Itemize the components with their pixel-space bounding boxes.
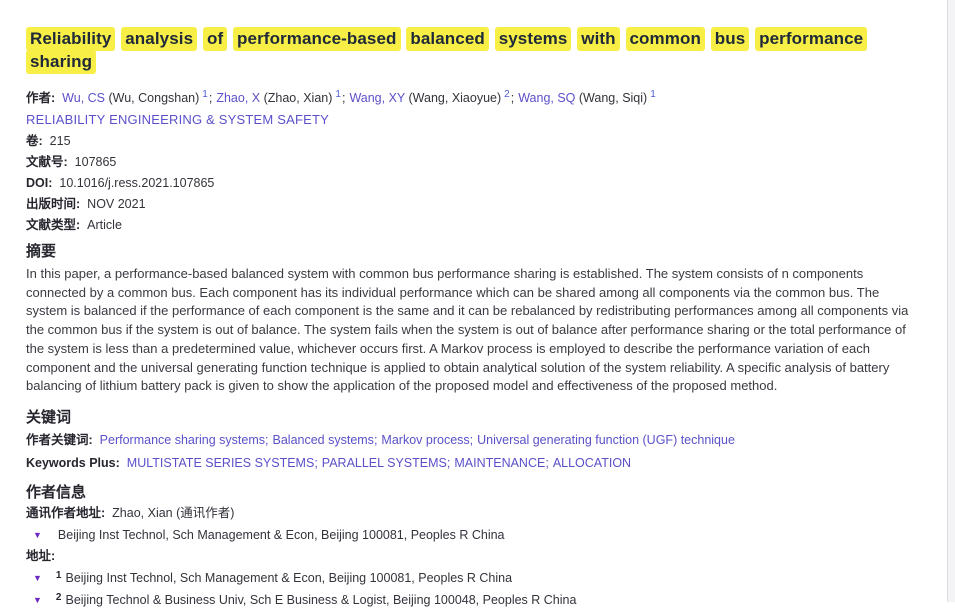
- corresponding-author-label: 通讯作者地址:: [26, 505, 106, 520]
- title-word: Reliability: [26, 27, 116, 51]
- doi-row: DOI: 10.1016/j.ress.2021.107865: [26, 173, 923, 194]
- author-affiliation-sup: 1: [202, 88, 208, 100]
- keyword-plus-link[interactable]: MAINTENANCE: [454, 455, 546, 470]
- title-word: of: [202, 27, 228, 51]
- corresponding-author-value: Zhao, Xian (通讯作者): [112, 505, 235, 520]
- author-separator: ;: [208, 91, 213, 105]
- title-word: systems: [494, 27, 572, 51]
- keyword-link[interactable]: Balanced systems: [272, 432, 374, 447]
- address-number-sup: 2: [55, 591, 62, 603]
- journal-link[interactable]: RELIABILITY ENGINEERING & SYSTEM SAFETY: [26, 112, 330, 127]
- corresponding-address-row: ▼ Beijing Inst Technol, Sch Management &…: [26, 525, 923, 546]
- author-separator: ;: [510, 91, 515, 105]
- keywords-plus-line: Keywords Plus: MULTISTATE SERIES SYSTEMS;…: [26, 453, 923, 474]
- keyword-separator: ;: [545, 455, 549, 470]
- article-number-label: 文献号:: [26, 155, 68, 169]
- article-info-block: 作者: Wu, CS (Wu, Congshan) 1; Zhao, X (Zhao,…: [26, 88, 923, 236]
- keyword-plus-link[interactable]: PARALLEL SYSTEMS: [321, 455, 447, 470]
- title-word: balanced: [406, 27, 489, 51]
- volume-row: 卷: 215: [26, 131, 923, 152]
- author-affiliation-sup: 1: [650, 88, 656, 100]
- author-keywords-label: 作者关键词:: [26, 432, 93, 447]
- volume-label: 卷:: [26, 134, 43, 148]
- expand-address-icon[interactable]: ▼: [33, 529, 42, 540]
- doc-type-label: 文献类型:: [26, 218, 81, 232]
- keywords-plus-label: Keywords Plus:: [26, 455, 120, 470]
- doc-type-value: Article: [87, 218, 122, 232]
- author-affiliation-sup: 2: [504, 88, 510, 100]
- addresses-label: 地址:: [26, 548, 56, 563]
- pub-date-value: NOV 2021: [87, 197, 146, 211]
- address-row: ▼ 1 Beijing Inst Technol, Sch Management…: [26, 568, 923, 589]
- author-info-header: 作者信息: [26, 483, 87, 501]
- address-row: ▼ 2 Beijing Technol & Business Univ, Sch…: [26, 590, 923, 611]
- title-word: bus: [710, 27, 750, 51]
- address-number-sup: 1: [55, 569, 62, 581]
- keyword-separator: ;: [469, 432, 474, 447]
- title-word: performance-based: [233, 27, 401, 51]
- author-fullname: (Wang, Xiaoyue): [408, 91, 502, 105]
- keyword-plus-link[interactable]: MULTISTATE SERIES SYSTEMS: [126, 455, 315, 470]
- keyword-plus-link[interactable]: ALLOCATION: [552, 455, 632, 470]
- page-title: Reliability analysis of performance-base…: [26, 27, 923, 74]
- corresponding-address-text: Beijing Inst Technol, Sch Management & E…: [57, 527, 505, 542]
- doi-label: DOI:: [26, 176, 53, 190]
- title-word: common: [625, 27, 705, 51]
- abstract-header: 摘要: [26, 243, 57, 260]
- author-link[interactable]: Zhao, X: [216, 91, 261, 105]
- keyword-separator: ;: [314, 455, 318, 470]
- pub-date-row: 出版时间: NOV 2021: [26, 194, 923, 215]
- title-word: with: [577, 27, 620, 51]
- scrollbar-track[interactable]: [947, 0, 955, 602]
- volume-value: 215: [49, 134, 71, 148]
- address-text: Beijing Inst Technol, Sch Management & E…: [65, 570, 513, 585]
- keyword-separator: ;: [373, 432, 378, 447]
- addresses-label-line: 地址:: [26, 546, 923, 567]
- author-affiliation-sup: 1: [335, 88, 341, 100]
- keywords-header: 关键词: [26, 408, 72, 426]
- article-number-row: 文献号: 107865: [26, 152, 923, 173]
- keyword-link[interactable]: Performance sharing systems: [99, 432, 266, 447]
- title-word: performance: [755, 27, 868, 51]
- journal-line: RELIABILITY ENGINEERING & SYSTEM SAFETY: [26, 109, 923, 131]
- address-text: Beijing Technol & Business Univ, Sch E B…: [65, 592, 577, 607]
- keyword-link[interactable]: Markov process: [381, 432, 470, 447]
- keyword-link[interactable]: Universal generating function (UGF) tech…: [477, 432, 735, 447]
- article-number-value: 107865: [74, 155, 117, 169]
- author-link[interactable]: Wang, XY: [349, 91, 406, 105]
- expand-address-icon[interactable]: ▼: [33, 572, 42, 583]
- doi-value: 10.1016/j.ress.2021.107865: [59, 176, 215, 190]
- author-link[interactable]: Wu, CS: [62, 91, 106, 105]
- author-fullname: (Wang, Siqi): [578, 91, 648, 105]
- title-word: analysis: [121, 27, 198, 51]
- corresponding-author-line: 通讯作者地址: Zhao, Xian (通讯作者): [26, 503, 923, 524]
- author-fullname: (Wu, Congshan): [108, 91, 200, 105]
- author-keywords-line: 作者关键词: Performance sharing systems; Balanc…: [26, 430, 923, 451]
- authors-line: 作者: Wu, CS (Wu, Congshan) 1; Zhao, X (Zhao,…: [26, 88, 923, 109]
- keyword-separator: ;: [446, 455, 451, 470]
- title-word: sharing: [26, 50, 97, 74]
- abstract-text: In this paper, a performance-based balan…: [26, 266, 909, 394]
- authors-label: 作者:: [26, 91, 56, 105]
- keyword-separator: ;: [265, 432, 269, 447]
- expand-address-icon[interactable]: ▼: [33, 594, 42, 605]
- author-separator: ;: [341, 91, 346, 105]
- doc-type-row: 文献类型: Article: [26, 215, 923, 236]
- author-fullname: (Zhao, Xian): [263, 91, 333, 105]
- author-link[interactable]: Wang, SQ: [518, 91, 576, 105]
- pub-date-label: 出版时间:: [26, 197, 81, 211]
